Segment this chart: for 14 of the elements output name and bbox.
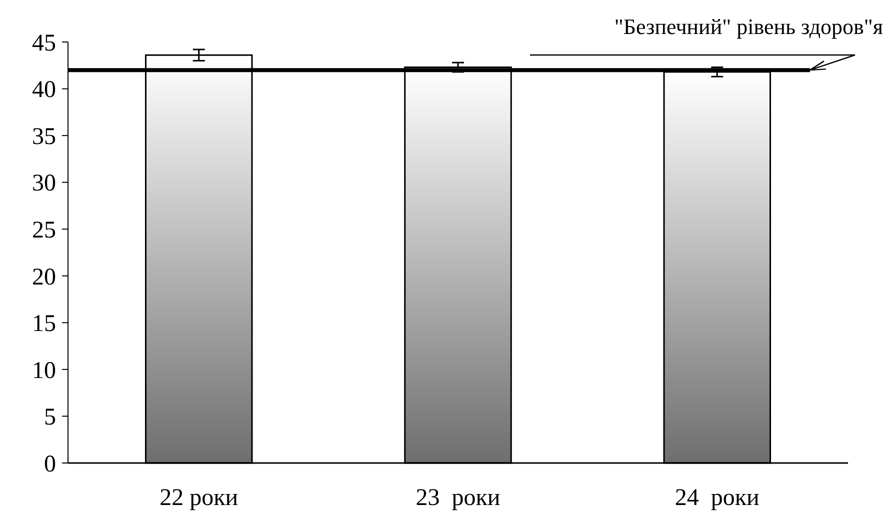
ref-line-label: "Безпечний" рівень здоров"я <box>614 14 883 39</box>
y-tick-label: 0 <box>44 451 56 478</box>
y-tick-label: 10 <box>32 358 56 384</box>
y-tick-label: 15 <box>32 311 56 338</box>
y-tick-label: 30 <box>32 170 56 197</box>
y-tick-label: 20 <box>32 264 56 290</box>
y-tick-label: 35 <box>32 124 56 150</box>
x-tick-label: 22 роки <box>160 485 238 511</box>
y-tick-label: 5 <box>44 404 56 431</box>
x-tick-label: 23 роки <box>416 485 500 511</box>
x-tick-label: 24 роки <box>674 485 760 511</box>
y-tick-label: 25 <box>32 218 56 244</box>
y-tick-label: 45 <box>32 30 56 56</box>
y-tick-label: 40 <box>32 77 56 104</box>
